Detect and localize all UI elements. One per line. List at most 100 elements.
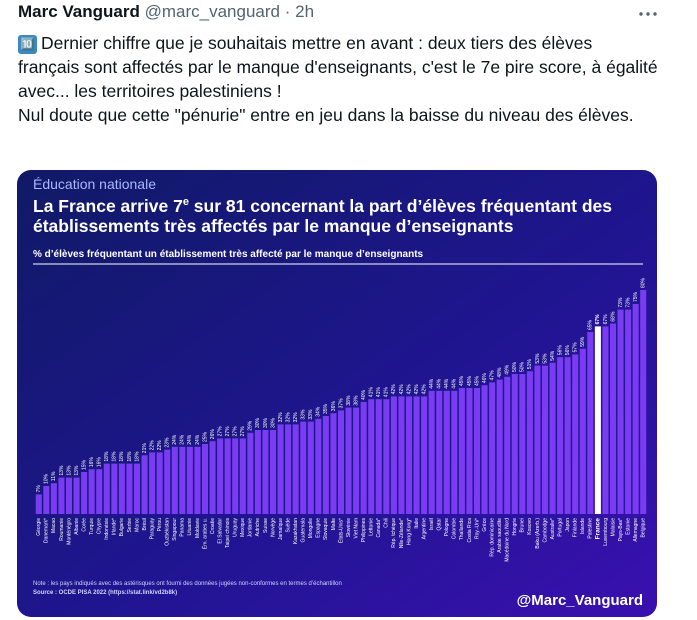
value-label: 26%: [210, 429, 216, 440]
category-label: Mongolie: [308, 518, 314, 539]
value-label: 32%: [278, 412, 284, 423]
bar: [594, 326, 601, 514]
category-label: Suède: [285, 518, 291, 533]
value-label: 44%: [437, 378, 443, 389]
bar: [262, 430, 269, 514]
bar: [360, 402, 367, 514]
bar: [572, 354, 579, 514]
value-label: 41%: [384, 387, 390, 398]
bar: [398, 396, 405, 514]
user-name[interactable]: Marc Vanguard: [18, 2, 140, 21]
value-label: 51%: [527, 359, 533, 370]
value-label: 59%: [580, 336, 586, 347]
chart-image[interactable]: Éducation nationale La France arrive 7e …: [17, 170, 657, 617]
value-label: 34%: [316, 406, 322, 417]
value-label: 27%: [217, 426, 223, 437]
category-label: Thaïlande: [459, 518, 465, 540]
category-label: Luxembourg: [603, 518, 609, 546]
value-label: 53%: [542, 353, 548, 364]
value-label: 75%: [633, 291, 639, 302]
category-label: Albanie: [74, 518, 80, 535]
category-label: Jamaïque: [278, 518, 284, 540]
category-label: Norvège: [270, 518, 276, 537]
bar: [111, 463, 118, 514]
value-label: 35%: [323, 403, 329, 414]
bar: [217, 438, 224, 514]
value-label: 50%: [512, 361, 518, 372]
bar: [269, 430, 277, 514]
bar: [141, 455, 148, 514]
value-label: 30%: [255, 417, 261, 428]
value-label: 41%: [369, 387, 375, 398]
category-label: Uruguay: [233, 518, 239, 537]
bar: [149, 452, 156, 514]
bar: [609, 323, 617, 514]
value-label: 18%: [119, 451, 125, 462]
paragraph: Nul doute que cette "pénurie" entre en j…: [18, 105, 634, 125]
subtitle: % d’élèves fréquentant un établissement …: [33, 249, 424, 260]
category-label: Autriche: [255, 518, 261, 537]
value-label: 16%: [97, 457, 103, 468]
value-label: 42%: [421, 384, 427, 395]
emoji: 🔟: [18, 35, 37, 54]
value-label: 46%: [482, 373, 488, 384]
bar: [43, 486, 50, 514]
value-label: 42%: [391, 384, 397, 395]
bar: [73, 477, 80, 514]
value-label: 57%: [573, 342, 579, 353]
title-part: sur 81 concernant la part d’élèves fréqu…: [189, 196, 612, 216]
category-label: Pologne: [444, 518, 450, 537]
bar: [239, 438, 246, 514]
bar: [640, 290, 647, 514]
category-label: Irlande*: [112, 518, 118, 535]
category-label: France: [595, 518, 602, 540]
value-label: 68%: [610, 311, 616, 322]
bar: [156, 452, 163, 514]
category-label: Roumanie: [59, 518, 65, 541]
value-label: 23%: [165, 437, 171, 448]
value-label: 18%: [127, 451, 133, 462]
category-label: Danemark*: [44, 518, 50, 543]
text: Dernier chiffre que je souhaitais mettre…: [18, 33, 658, 101]
bar: [383, 399, 390, 514]
bar: [171, 446, 178, 514]
bar: [632, 304, 639, 514]
value-label: 13%: [74, 465, 80, 476]
bar: [526, 371, 533, 514]
category-label: Belgique: [641, 518, 647, 538]
tweet-text: 🔟 Dernier chiffre que je souhaitais mettr…: [18, 31, 658, 127]
value-label: 16%: [89, 457, 95, 468]
bar: [50, 483, 57, 514]
category-label: Taipei chinois: [225, 518, 231, 549]
value-label: 15%: [81, 459, 87, 470]
category-label: Palestine: [588, 518, 594, 539]
bar: [421, 396, 428, 514]
bar: [602, 326, 609, 514]
bar: [337, 410, 345, 514]
category-label: Singapour: [172, 518, 178, 541]
bar: [322, 416, 329, 514]
bar: [405, 396, 413, 514]
user-handle[interactable]: @marc_vanguard: [144, 2, 280, 21]
bar: [254, 430, 261, 514]
source: Source : OCDE PISA 2022 (https://stat.li…: [33, 590, 177, 596]
category-label: Cambodge: [542, 518, 548, 543]
bar: [118, 463, 125, 514]
category-label: Slovaquie: [323, 518, 329, 540]
value-label: 48%: [497, 367, 503, 378]
value-label: 24%: [187, 434, 193, 445]
chart-title: établissements très affectés par le manq…: [33, 216, 514, 236]
bar: [549, 362, 556, 514]
category-label: Japon: [565, 518, 571, 532]
category-label: Rép. tchèque: [391, 518, 397, 548]
bar: [232, 438, 239, 514]
category-label: Ém. arabes u.: [201, 518, 208, 549]
tweet-time[interactable]: · 2h: [284, 2, 315, 21]
value-label: 67%: [595, 314, 601, 325]
category-label: Pays-Bas*: [618, 518, 624, 541]
value-label: 49%: [505, 364, 511, 375]
bar: [504, 376, 511, 514]
more-menu[interactable]: [636, 8, 660, 20]
category-label: Malte: [331, 518, 337, 530]
category-label: Chili: [384, 518, 390, 528]
